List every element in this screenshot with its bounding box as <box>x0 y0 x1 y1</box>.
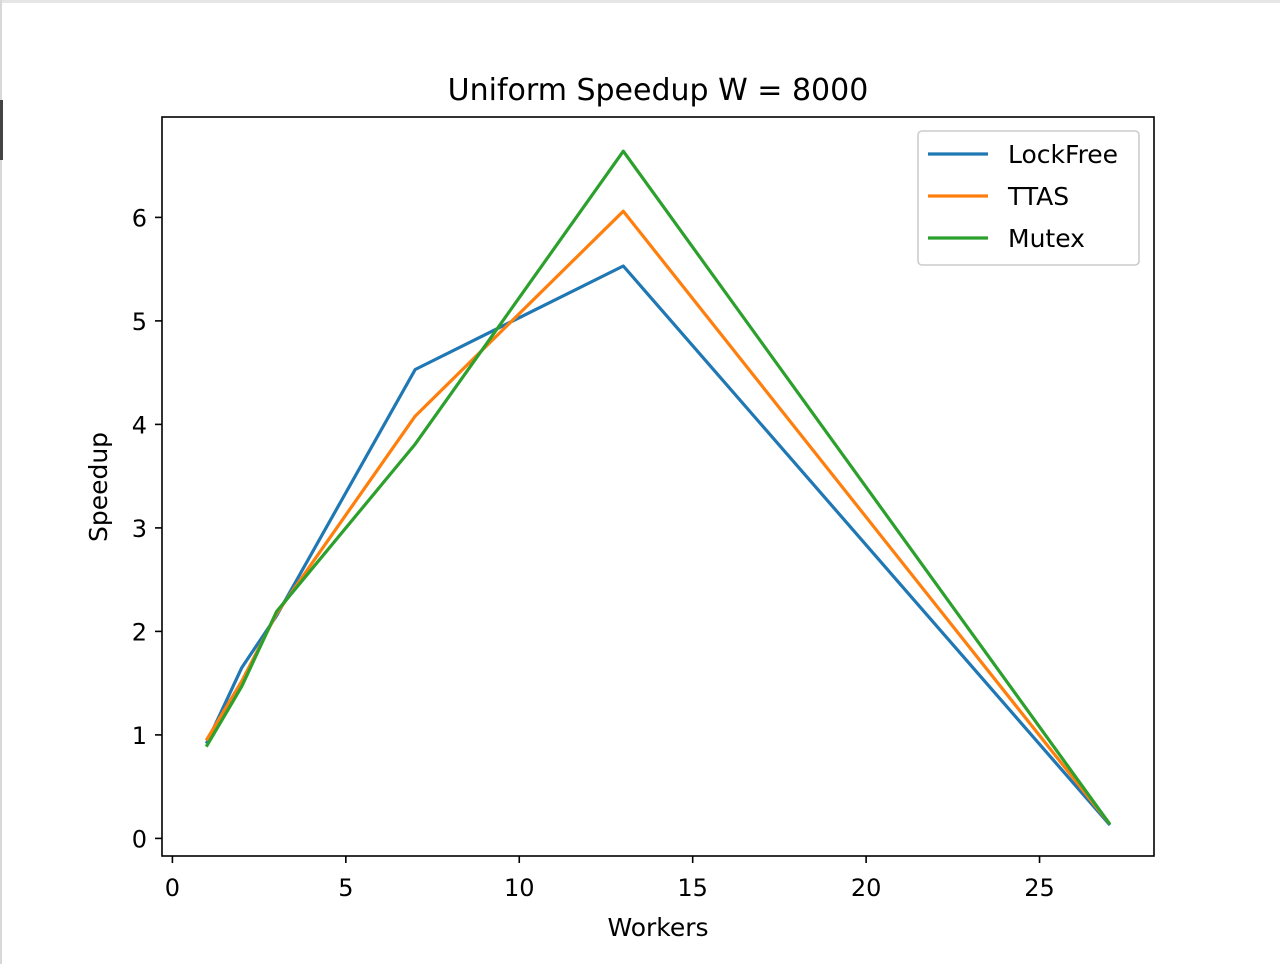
x-tick-label: 25 <box>1024 874 1055 902</box>
legend: LockFree TTAS Mutex <box>917 130 1140 266</box>
legend-label-mutex: Mutex <box>1008 224 1085 253</box>
y-axis: 0 1 2 3 4 5 6 <box>132 204 162 853</box>
y-tick-label: 3 <box>132 515 147 543</box>
x-tick-label: 15 <box>677 874 708 902</box>
y-tick-label: 2 <box>132 618 147 646</box>
legend-box <box>917 130 1140 266</box>
x-axis-label: Workers <box>607 913 708 942</box>
chart-title: Uniform Speedup W = 8000 <box>448 73 869 108</box>
window-left-edge-mark <box>0 100 3 160</box>
y-tick-label: 5 <box>132 308 147 336</box>
legend-label-lockfree: LockFree <box>1008 140 1118 169</box>
series-line-mutex <box>204 149 1112 826</box>
y-tick-label: 6 <box>132 204 147 232</box>
series-layer <box>204 149 1112 827</box>
y-axis-label: Speedup <box>84 432 113 542</box>
legend-label-ttas: TTAS <box>1007 182 1069 211</box>
y-tick-label: 1 <box>132 722 147 750</box>
x-tick-label: 5 <box>338 874 353 902</box>
x-tick-label: 0 <box>165 874 180 902</box>
series-line-lockfree <box>204 264 1112 827</box>
window-top-edge <box>0 0 1280 3</box>
y-tick-label: 0 <box>132 825 147 853</box>
x-axis: 0 5 10 15 20 25 <box>165 856 1055 902</box>
series-line-ttas <box>204 209 1112 826</box>
x-tick-label: 20 <box>851 874 882 902</box>
plot-frame <box>161 116 1155 857</box>
x-tick-label: 10 <box>504 874 535 902</box>
window-left-edge <box>0 0 2 964</box>
y-tick-label: 4 <box>132 411 147 439</box>
